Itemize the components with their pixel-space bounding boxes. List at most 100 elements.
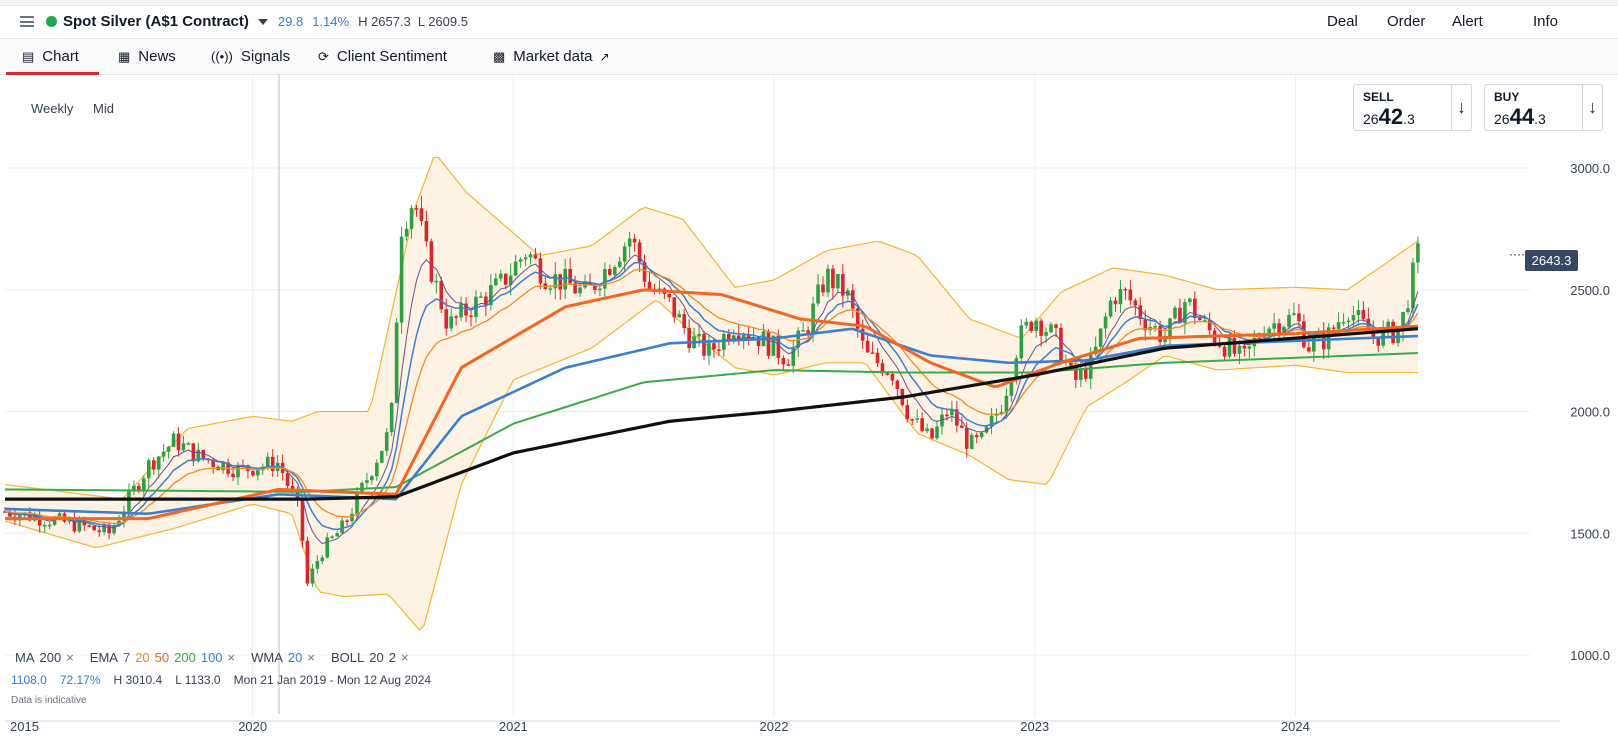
bollinger-upper-line	[4, 156, 1419, 500]
boll-period: 20	[369, 650, 384, 665]
candle-body	[950, 409, 954, 416]
candle-body	[1411, 262, 1415, 309]
candle-body	[77, 519, 82, 532]
candle-body	[558, 274, 563, 290]
price-type-selector[interactable]: Mid	[93, 101, 114, 116]
chart-area[interactable]: 1000.0 1500.0 2000.0 2500.0 3000.0 2015 2020 20…	[0, 74, 1618, 739]
candle-body	[97, 530, 101, 533]
candle-body	[1158, 326, 1162, 342]
candle-body	[1242, 345, 1247, 349]
wma-20-line	[4, 261, 1419, 531]
sell-button[interactable]: SELL 2642.3 ↓	[1353, 84, 1472, 131]
candle-body	[221, 462, 225, 471]
candle-body	[1118, 289, 1123, 305]
candle-body	[1133, 300, 1138, 306]
candle-body	[935, 426, 939, 439]
candle-body	[632, 238, 637, 243]
candle-body	[1237, 345, 1242, 354]
candle-body	[563, 268, 568, 290]
candle-body	[573, 283, 577, 294]
candle-body	[875, 352, 880, 364]
candle-body	[617, 261, 622, 267]
alert-button[interactable]: Alert	[1452, 13, 1483, 30]
candle-body	[151, 460, 156, 470]
x-tick-label: 2021	[499, 719, 528, 734]
candle-body	[1029, 321, 1034, 331]
candle-body	[1173, 307, 1177, 319]
candle-body	[642, 262, 647, 282]
candle-body	[1401, 312, 1405, 332]
candle-body	[315, 561, 320, 569]
down-arrow-icon: ↓	[1451, 85, 1471, 130]
candle-body	[236, 464, 240, 478]
tab-chart[interactable]: ▤ Chart	[6, 39, 99, 75]
candle-body	[439, 280, 444, 310]
browser-tab-strip	[0, 0, 1618, 6]
candle-body	[270, 456, 275, 472]
remove-boll-icon[interactable]: ×	[400, 650, 409, 665]
candle-body	[1292, 313, 1296, 315]
candle-body	[796, 330, 801, 348]
candle-body	[821, 284, 825, 293]
candle-body	[910, 419, 915, 421]
interval-selector[interactable]: Weekly	[31, 101, 74, 116]
candle-body	[702, 333, 706, 356]
ma-200-line	[5, 327, 1419, 501]
candle-body	[578, 287, 582, 294]
tab-signals[interactable]: ((•)) Signals	[211, 39, 290, 74]
ema-7: 7	[122, 650, 131, 665]
instrument-name[interactable]: Spot Silver (A$1 Contract)	[63, 13, 249, 30]
buy-button[interactable]: BUY 2644.3 ↓	[1484, 84, 1603, 131]
candle-body	[1074, 365, 1078, 380]
tab-market-data[interactable]: ▩ Market data ↗	[493, 39, 610, 74]
candle-body	[781, 358, 786, 365]
candle-body	[1341, 322, 1346, 324]
candle-body	[697, 333, 701, 337]
order-button[interactable]: Order	[1387, 13, 1426, 30]
session-high: H 2657.3	[358, 14, 411, 29]
sentiment-icon: ⟳	[318, 48, 329, 64]
candle-body	[841, 273, 845, 296]
candle-body	[677, 314, 682, 318]
candle-body	[379, 450, 384, 463]
candle-body	[429, 241, 434, 282]
candle-body	[905, 405, 910, 420]
candle-body	[1197, 317, 1202, 321]
news-icon: ▦	[118, 48, 131, 64]
date-range: Mon 21 Jan 2019 - Mon 12 Aug 2024	[233, 673, 432, 687]
candle-body	[27, 512, 32, 521]
signals-icon: ((•))	[211, 49, 233, 64]
candle-body	[57, 513, 62, 518]
tab-client-sentiment-label: Client Sentiment	[336, 48, 447, 65]
deal-button[interactable]: Deal	[1327, 13, 1358, 30]
candle-body	[404, 228, 409, 237]
candle-body	[1153, 326, 1157, 328]
candle-body	[444, 309, 449, 329]
candle-body	[1128, 289, 1133, 301]
candle-body	[1282, 327, 1286, 335]
info-button[interactable]: Info	[1533, 13, 1559, 30]
candle-body	[1054, 324, 1058, 328]
candle-body	[1034, 320, 1038, 331]
tab-news[interactable]: ▦ News	[118, 39, 176, 74]
candle-body	[1311, 337, 1316, 352]
tab-client-sentiment[interactable]: ⟳ Client Sentiment	[318, 39, 447, 74]
candle-body	[1183, 302, 1187, 324]
remove-ma-icon[interactable]: ×	[66, 650, 74, 665]
candle-body	[320, 557, 325, 562]
candle-body	[1222, 346, 1227, 357]
candle-body	[1069, 361, 1073, 366]
chevron-down-icon[interactable]	[257, 18, 268, 25]
candle-body	[265, 456, 270, 467]
candle-body	[211, 460, 216, 467]
remove-ema-icon[interactable]: ×	[227, 650, 236, 665]
menu-icon[interactable]	[20, 16, 34, 27]
candle-body	[1049, 324, 1053, 333]
remove-wma-icon[interactable]: ×	[307, 650, 315, 665]
candle-body	[127, 490, 131, 512]
candle-body	[161, 451, 166, 457]
candle-body	[712, 343, 716, 350]
candle-body	[1257, 337, 1262, 340]
candle-body	[533, 254, 538, 259]
